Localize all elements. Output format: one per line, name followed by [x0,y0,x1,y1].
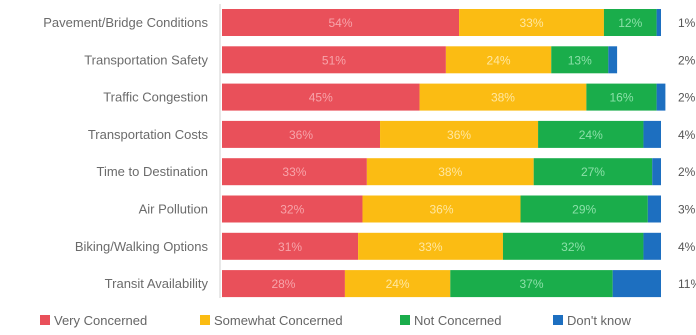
bar-segment [652,158,661,186]
data-label: 33% [419,240,443,254]
legend-swatch [553,315,563,325]
bar-segment [222,83,420,111]
data-label: 36% [289,128,313,142]
bar-segment [222,158,367,186]
data-label: 2% [678,91,696,105]
data-label: 27% [581,165,605,179]
bar-segment [551,46,609,74]
data-label: 32% [561,240,585,254]
data-label: 24% [487,53,511,67]
legend-swatch [200,315,210,325]
data-label: 24% [579,128,603,142]
data-label: 45% [309,91,333,105]
bar-segment [643,232,661,260]
bar-segment [502,232,644,260]
bar-segment [222,9,460,36]
data-label: 1% [678,16,696,30]
data-label: 38% [491,91,515,105]
data-label: 36% [447,128,471,142]
data-label: 12% [618,16,642,30]
legend-label: Somewhat Concerned [214,313,343,328]
data-label: 51% [322,53,346,67]
data-label: 33% [282,165,306,179]
bar-segment [450,270,613,298]
legend-label: Don't know [567,313,632,328]
bar-segment [459,9,604,36]
data-label: 4% [678,128,696,142]
bar-segment [380,120,539,148]
bar-segment [603,9,657,36]
data-label: 4% [678,240,696,254]
data-label: 2% [678,165,696,179]
bar-segment [533,158,653,186]
data-label: 32% [280,203,304,217]
bar-segment [520,195,648,223]
category-label: Air Pollution [139,202,208,217]
data-label: 31% [278,240,302,254]
data-label: 16% [609,91,633,105]
category-label: Time to Destination [96,164,208,179]
bar-segment [358,232,503,260]
data-label: 37% [519,277,543,291]
bar-segment [608,46,618,74]
category-label: Traffic Congestion [103,90,208,105]
bar-segment [643,120,661,148]
bar-segment [656,83,666,111]
bar-segment [222,232,359,260]
bar-segment [222,270,345,298]
data-label: 2% [678,53,696,67]
bar-segment [586,83,657,111]
bar-segment [656,9,661,36]
data-label: 54% [329,16,353,30]
category-label: Transportation Safety [84,52,208,67]
data-label: 28% [271,277,295,291]
bar-segment [366,158,534,186]
bar-segment [419,83,587,111]
bar-segment [222,46,446,74]
data-label: 13% [568,53,592,67]
bar-segment [344,270,451,298]
legend-swatch [400,315,410,325]
bar-segment [222,195,363,223]
bar-segment [538,120,644,148]
data-label: 29% [572,203,596,217]
bar-segment [362,195,521,223]
data-label: 38% [438,165,462,179]
bars-group: Pavement/Bridge Conditions 54% 33% 12% 1% Tra… [43,9,696,298]
category-label: Transportation Costs [88,127,209,142]
category-label: Transit Availability [105,276,209,291]
legend-label: Not Concerned [414,313,501,328]
legend-label: Very Concerned [54,313,147,328]
bar-segment [612,270,661,298]
data-label: 36% [429,203,453,217]
data-label: 24% [386,277,410,291]
bar-segment [222,120,381,148]
category-label: Biking/Walking Options [75,239,209,254]
legend-swatch [40,315,50,325]
legend: Very Concerned Somewhat Concerned Not Conc… [40,313,632,328]
data-label: 33% [519,16,543,30]
data-label: 3% [678,203,696,217]
data-label: 11% [678,277,696,291]
bar-segment [445,46,552,74]
category-label: Pavement/Bridge Conditions [43,15,208,30]
bar-segment [647,195,661,223]
